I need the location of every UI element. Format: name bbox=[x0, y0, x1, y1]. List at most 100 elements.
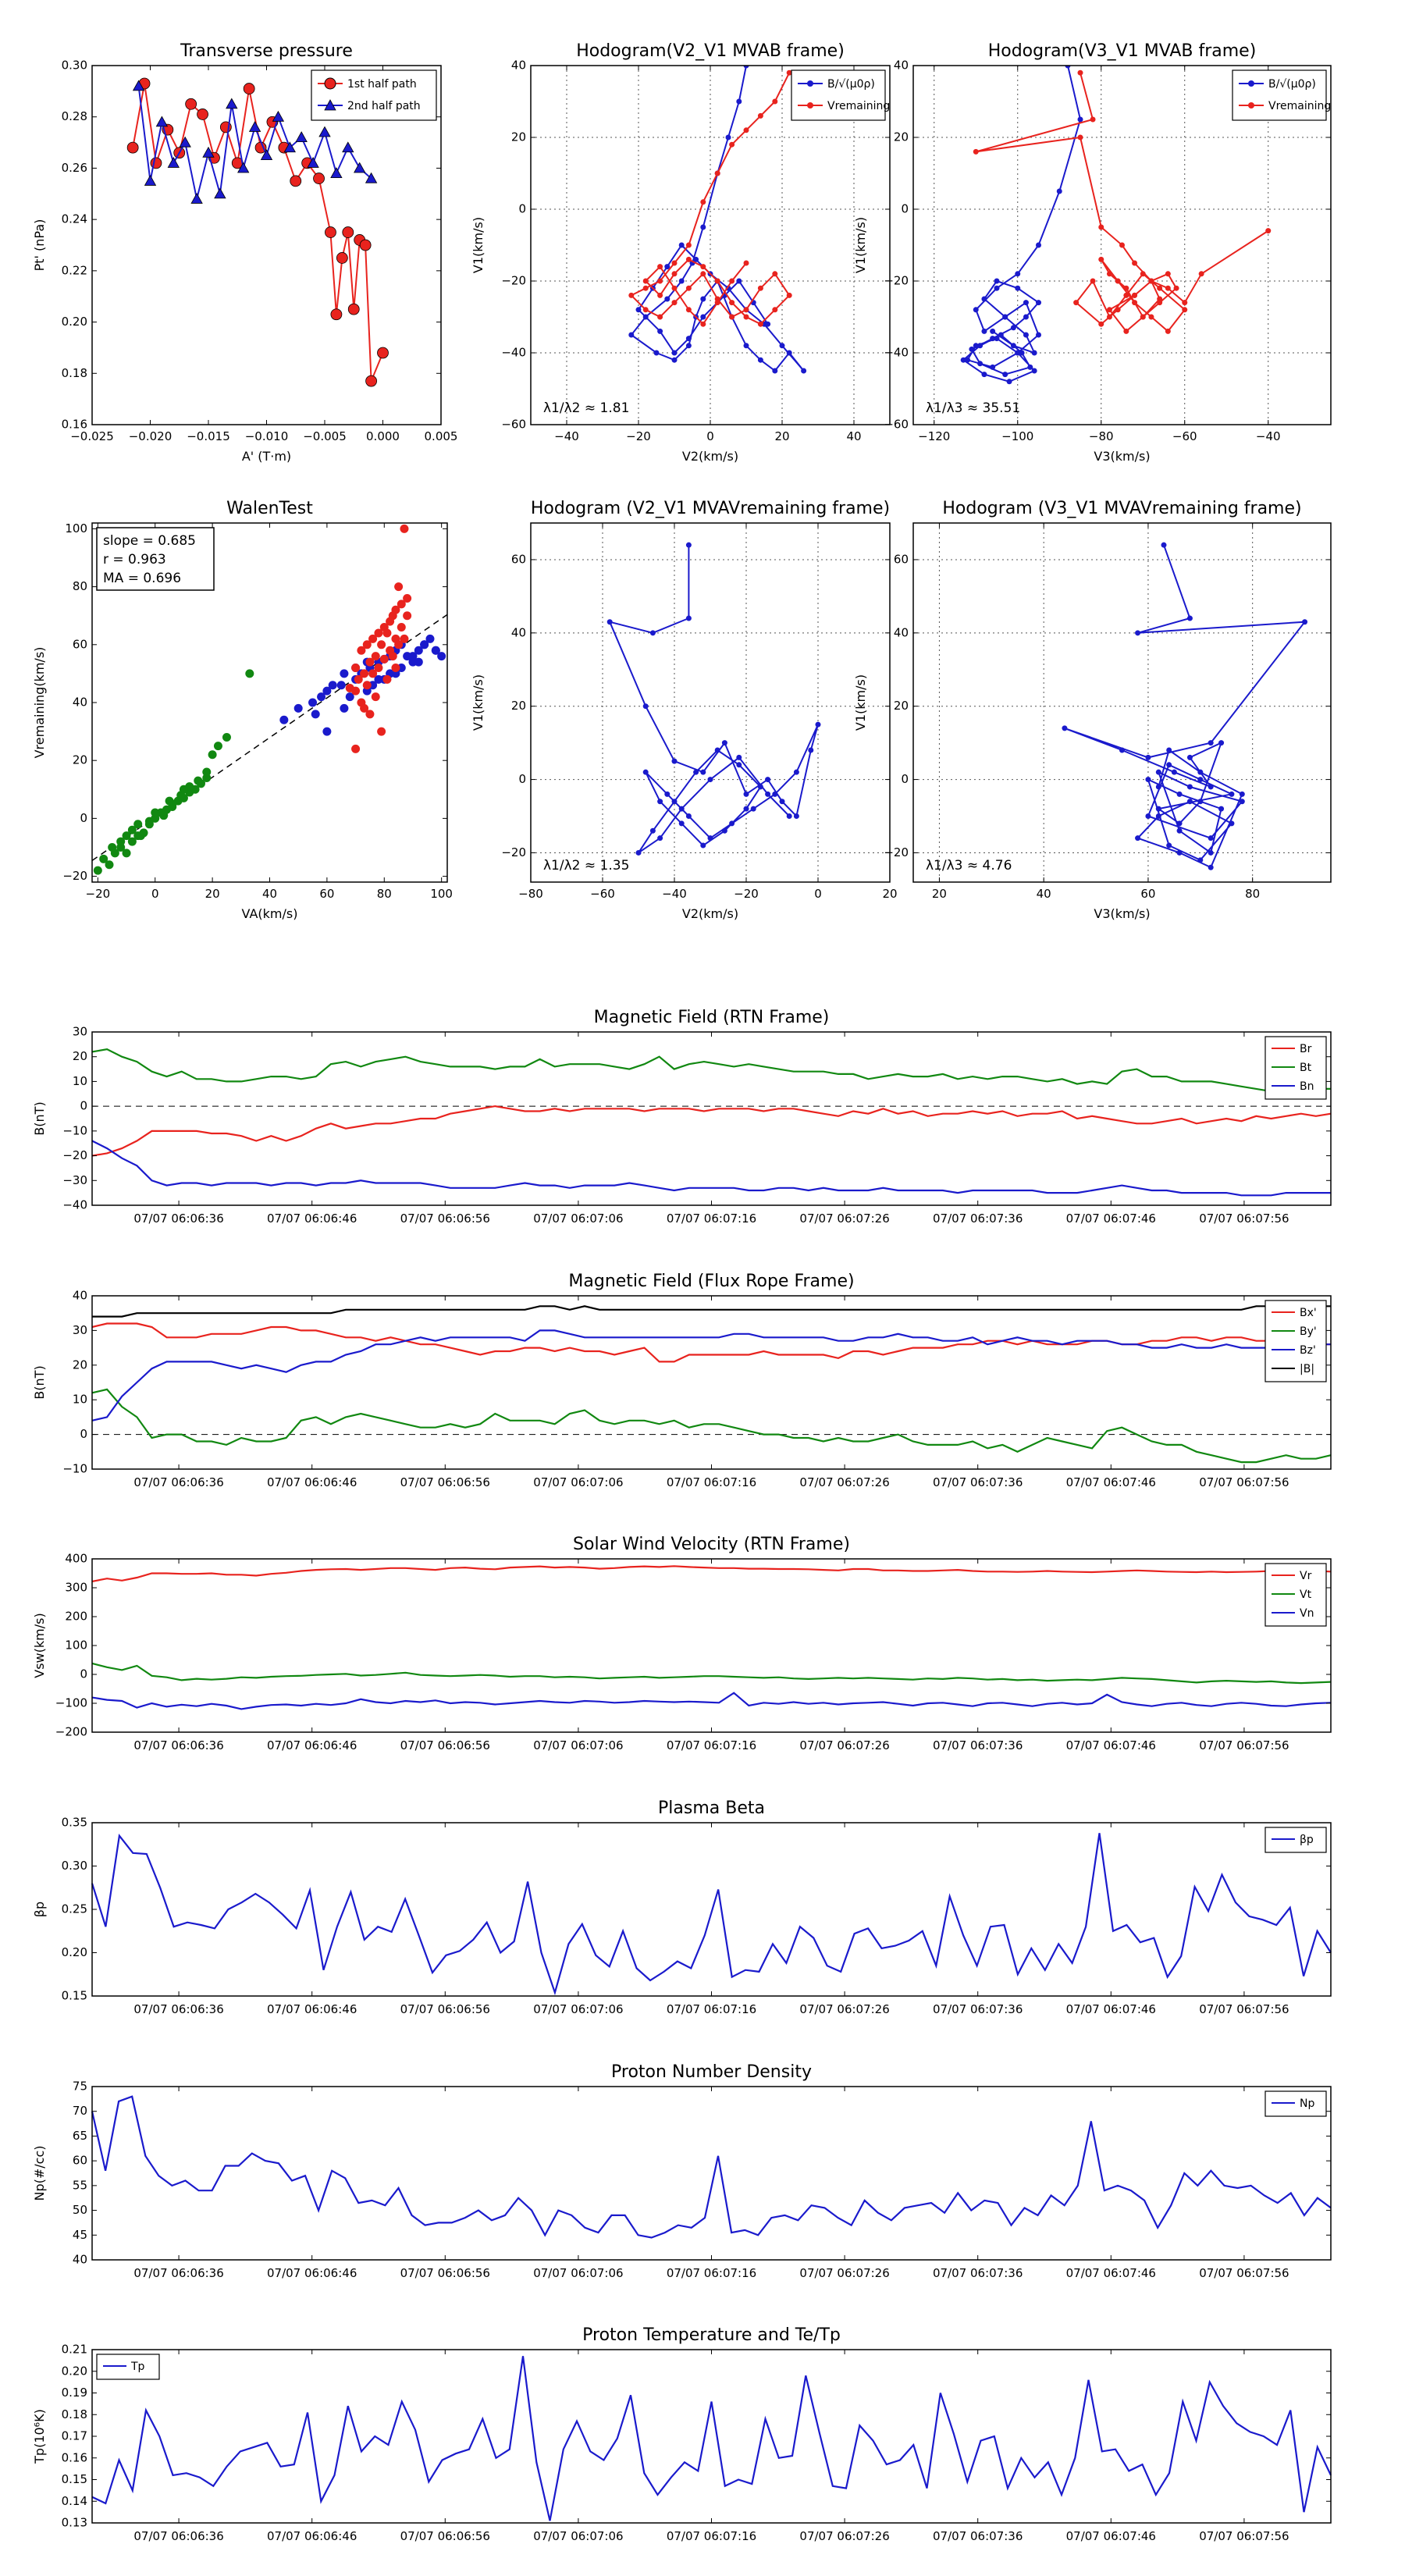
data-point bbox=[743, 307, 749, 313]
legend-label: Bn bbox=[1300, 1080, 1314, 1093]
data-point bbox=[116, 837, 126, 846]
data-point bbox=[336, 252, 348, 264]
data-point bbox=[248, 121, 261, 132]
plot-frame bbox=[530, 522, 891, 883]
data-point bbox=[700, 271, 706, 277]
chart-title: Hodogram(V2_V1 MVAB frame) bbox=[576, 41, 845, 61]
legend-label: Vremaining bbox=[1268, 100, 1331, 112]
data-point bbox=[808, 747, 814, 753]
data-point bbox=[685, 242, 692, 248]
y-tick-label: 0.16 bbox=[62, 418, 87, 432]
h2-panel: Hodogram(V3_V1 MVAB frame) −60 −40 −20 0 20 40… bbox=[853, 41, 1332, 464]
data-point bbox=[347, 303, 360, 315]
data-point bbox=[245, 669, 254, 678]
x-tick-label: 0.005 bbox=[425, 429, 458, 443]
y-axis-label: Np(#/cc) bbox=[32, 2146, 47, 2201]
y-tick-label: 0.13 bbox=[62, 2516, 87, 2530]
data-point bbox=[1157, 285, 1163, 291]
data-point bbox=[1197, 799, 1204, 805]
data-point bbox=[1155, 784, 1161, 790]
data-point bbox=[743, 791, 749, 797]
data-point bbox=[700, 314, 706, 320]
data-point bbox=[179, 785, 188, 794]
data-point bbox=[155, 116, 169, 127]
data-point bbox=[671, 300, 678, 306]
y-tick-label: 60 bbox=[511, 552, 526, 566]
data-point bbox=[1023, 300, 1029, 306]
data-point bbox=[133, 820, 143, 829]
data-point bbox=[678, 806, 685, 812]
x-tick-label: 07/07 06:07:16 bbox=[667, 2002, 756, 2016]
y-tick-label: 65 bbox=[73, 2129, 87, 2143]
stats-line: r = 0.963 bbox=[103, 552, 166, 568]
mag_rtn-panel: Magnetic Field (RTN Frame) −40 −30 −20 −10 0 1… bbox=[32, 1008, 1332, 1226]
x-tick-label: −20 bbox=[86, 887, 111, 901]
data-point bbox=[340, 669, 349, 678]
legend-label: Tp bbox=[130, 2361, 145, 2373]
x-tick-label: 07/07 06:06:56 bbox=[400, 1212, 490, 1226]
y-axis-label: βp bbox=[32, 1902, 47, 1917]
y-axis-label: Tp(10⁶K) bbox=[32, 2409, 47, 2464]
x-tick-label: 07/07 06:07:06 bbox=[533, 1475, 623, 1489]
data-point bbox=[981, 296, 987, 302]
data-point bbox=[786, 813, 792, 820]
y-tick-label: 40 bbox=[73, 696, 87, 710]
data-point bbox=[214, 187, 226, 199]
data-point bbox=[1182, 300, 1188, 306]
data-point bbox=[1036, 332, 1041, 338]
data-point bbox=[1208, 740, 1214, 746]
chart-title: Proton Number Density bbox=[611, 2062, 812, 2082]
data-point bbox=[1135, 630, 1141, 636]
data-point bbox=[1166, 762, 1172, 768]
data-point bbox=[714, 747, 720, 753]
data-point bbox=[1208, 784, 1214, 790]
x-tick-label: 0.000 bbox=[366, 429, 400, 443]
x-tick-label: 0 bbox=[706, 429, 714, 443]
x-tick-label: 80 bbox=[1245, 887, 1260, 901]
legend-marker bbox=[1248, 80, 1254, 87]
data-point bbox=[1073, 300, 1080, 306]
data-point bbox=[757, 784, 763, 790]
data-point bbox=[403, 593, 412, 603]
y-tick-label: 20 bbox=[894, 130, 909, 144]
legend-label: 1st half path bbox=[347, 78, 417, 91]
data-point bbox=[388, 652, 397, 661]
data-point bbox=[642, 703, 649, 710]
data-point bbox=[685, 336, 692, 342]
series-line-βp bbox=[91, 1833, 1332, 1996]
y-tick-label: 400 bbox=[65, 1552, 87, 1566]
data-point bbox=[714, 278, 720, 284]
y-axis-label: B(nT) bbox=[32, 1101, 47, 1135]
x-tick-label: 07/07 06:07:46 bbox=[1066, 1212, 1156, 1226]
data-point bbox=[295, 131, 308, 143]
data-point bbox=[765, 321, 771, 327]
y-tick-label: −100 bbox=[55, 1696, 87, 1710]
data-point bbox=[743, 66, 749, 69]
data-point bbox=[1166, 842, 1172, 849]
x-tick-label: 07/07 06:07:36 bbox=[933, 2002, 1023, 2016]
x-tick-label: 07/07 06:06:36 bbox=[133, 2529, 223, 2543]
data-point bbox=[657, 799, 663, 805]
data-point bbox=[377, 727, 386, 736]
data-point bbox=[1002, 372, 1008, 378]
data-point bbox=[671, 350, 678, 356]
x-axis-label: V3(km/s) bbox=[1094, 449, 1150, 464]
x-tick-label: 07/07 06:07:36 bbox=[933, 1475, 1023, 1489]
ratio-annotation: λ1/λ3 ≈ 4.76 bbox=[926, 858, 1012, 873]
data-point bbox=[973, 148, 979, 155]
ratio-annotation: λ1/λ2 ≈ 1.81 bbox=[543, 400, 629, 416]
data-point bbox=[1019, 350, 1025, 356]
data-point bbox=[649, 827, 656, 834]
x-tick-label: −0.010 bbox=[245, 429, 289, 443]
data-point bbox=[779, 343, 785, 349]
data-point bbox=[1062, 725, 1068, 731]
y-tick-label: 40 bbox=[511, 625, 526, 639]
y-tick-label: 0 bbox=[80, 1667, 87, 1681]
data-point bbox=[394, 582, 404, 592]
y-tick-label: 20 bbox=[511, 699, 526, 713]
data-point bbox=[360, 669, 369, 678]
x-tick-label: −0.005 bbox=[303, 429, 347, 443]
data-point bbox=[700, 842, 706, 849]
data-point bbox=[351, 663, 361, 672]
data-point bbox=[700, 224, 706, 230]
